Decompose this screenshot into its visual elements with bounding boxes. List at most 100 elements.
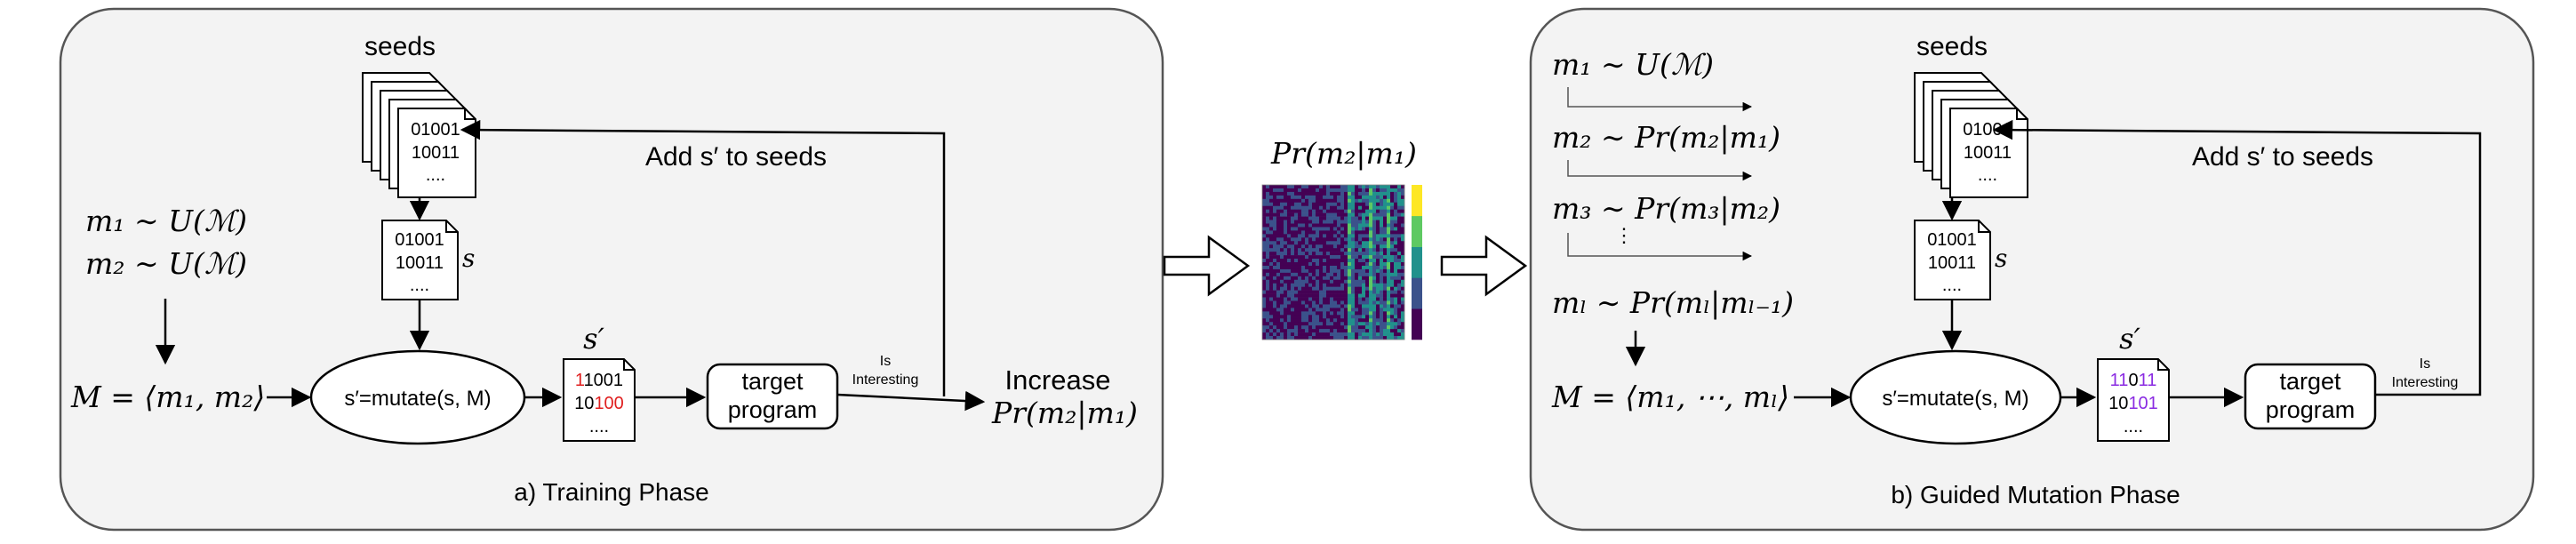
heatmap-cell: [1319, 325, 1324, 330]
heatmap-cell: [1312, 297, 1316, 301]
heatmap-cell: [1294, 322, 1299, 326]
heatmap-cell: [1284, 297, 1288, 301]
heatmap-cell: [1301, 262, 1306, 267]
heatmap-cell: [1397, 191, 1402, 196]
heatmap-cell: [1326, 216, 1331, 220]
heatmap-cell: [1280, 311, 1284, 316]
heatmap-cell: [1305, 304, 1309, 308]
heatmap-cell: [1394, 255, 1398, 260]
heatmap-cell: [1340, 311, 1345, 316]
heatmap-cell: [1316, 297, 1320, 301]
heatmap-cell: [1333, 188, 1338, 193]
heatmap-cell: [1276, 290, 1281, 294]
heatmap-cell: [1397, 262, 1402, 267]
heatmap-cell: [1372, 265, 1377, 270]
heatmap-cell: [1276, 286, 1281, 291]
heatmap-cell: [1337, 220, 1341, 224]
heatmap-cell: [1362, 336, 1366, 340]
heatmap-cell: [1330, 332, 1334, 337]
heatmap-cell: [1273, 191, 1277, 196]
heatmap-cell: [1266, 336, 1270, 340]
heatmap-cell: [1358, 293, 1363, 298]
heatmap-cell: [1326, 311, 1331, 316]
heatmap-cell: [1383, 209, 1388, 213]
heatmap-cell: [1333, 265, 1338, 270]
heatmap-cell: [1372, 336, 1377, 340]
heatmap-cell: [1365, 255, 1370, 260]
heatmap-cell: [1383, 216, 1388, 220]
heatmap-cell: [1372, 297, 1377, 301]
heatmap-cell: [1340, 185, 1345, 189]
probability-heatmap: [1261, 184, 1405, 340]
heatmap-cell: [1372, 262, 1377, 267]
heatmap-cell: [1276, 332, 1281, 337]
heatmap-cell: [1294, 300, 1299, 305]
heatmap-cell: [1397, 336, 1402, 340]
heatmap-cell: [1333, 209, 1338, 213]
heatmap-cell: [1380, 276, 1384, 281]
heatmap-cell: [1269, 311, 1274, 316]
heatmap-cell: [1369, 262, 1373, 267]
heatmap-cell: [1380, 237, 1384, 242]
heatmap-cell: [1269, 315, 1274, 319]
heatmap-cell: [1319, 268, 1324, 274]
heatmap-cell: [1344, 191, 1348, 196]
heatmap-cell: [1326, 252, 1331, 256]
heatmap-cell: [1273, 241, 1277, 245]
heatmap-cell: [1337, 248, 1341, 252]
heatmap-cell: [1351, 300, 1356, 305]
heatmap-cell: [1284, 212, 1288, 217]
heatmap-cell: [1287, 332, 1292, 337]
heatmap-cell: [1301, 248, 1306, 252]
heatmap-cell: [1312, 279, 1316, 284]
heatmap-cell: [1316, 290, 1320, 294]
heatmap-cell: [1287, 248, 1292, 252]
mutated-bits: 1: [575, 371, 585, 390]
m2-distribution-guided: m₂ ∼ Pr(m₂|m₁): [1552, 120, 1780, 155]
s-label: s: [462, 244, 475, 273]
heatmap-cell: [1397, 244, 1402, 249]
s-label-guided: s: [1995, 244, 2007, 273]
heatmap-cell: [1323, 188, 1327, 193]
heatmap-cell: [1365, 286, 1370, 291]
heatmap-cell: [1276, 318, 1281, 323]
heatmap-cell: [1362, 195, 1366, 200]
heatmap-cell: [1358, 241, 1363, 245]
heatmap-cell: [1326, 234, 1331, 238]
heatmap-cell: [1337, 336, 1341, 340]
heatmap-cell: [1287, 185, 1292, 189]
heatmap-cell: [1355, 191, 1359, 196]
heatmap-cell: [1326, 286, 1331, 291]
heatmap-cell: [1397, 216, 1402, 220]
heatmap-cell: [1387, 195, 1391, 200]
heatmap-cell: [1340, 244, 1345, 249]
heatmap-cell: [1273, 304, 1277, 308]
heatmap-cell: [1390, 223, 1395, 228]
heatmap-cell: [1305, 191, 1309, 196]
heatmap-cell: [1355, 185, 1359, 189]
heatmap-cell: [1387, 212, 1391, 217]
heatmap-cell: [1273, 205, 1277, 210]
heatmap-cell: [1287, 244, 1292, 249]
heatmap-cell: [1312, 216, 1316, 220]
heatmap-cell: [1319, 205, 1324, 210]
heatmap-cell: [1337, 227, 1341, 231]
m3-distribution-guided: m₃ ∼ Pr(m₃|m₂): [1552, 191, 1780, 226]
heatmap-cell: [1401, 255, 1405, 260]
heatmap-cell: [1266, 198, 1270, 204]
heatmap-cell: [1365, 241, 1370, 245]
heatmap-cell: [1305, 332, 1309, 337]
heatmap-cell: [1294, 315, 1299, 319]
heatmap-cell: [1316, 209, 1320, 213]
heatmap-cell: [1337, 325, 1341, 330]
heatmap-cell: [1340, 276, 1345, 281]
heatmap-cell: [1380, 265, 1384, 270]
heatmap-cell: [1312, 322, 1316, 326]
heatmap-cell: [1276, 223, 1281, 228]
heatmap-cell: [1369, 290, 1373, 294]
heatmap-cell: [1401, 205, 1405, 210]
heatmap-cell: [1397, 272, 1402, 277]
heatmap-cell: [1280, 227, 1284, 231]
heatmap-cell: [1383, 322, 1388, 326]
heatmap-cell: [1383, 252, 1388, 256]
